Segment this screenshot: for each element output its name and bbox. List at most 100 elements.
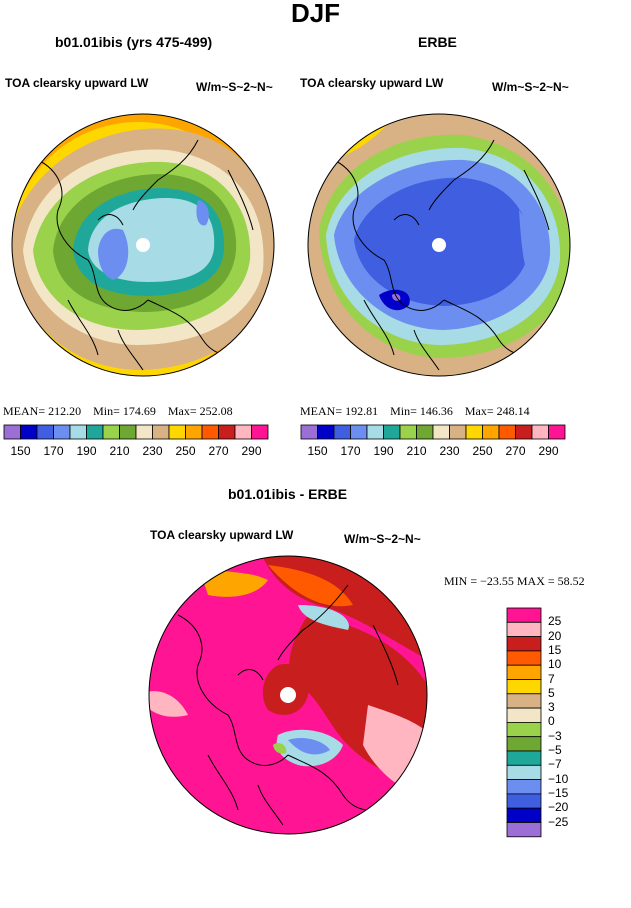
diff-field-label: TOA clearsky upward LW: [150, 528, 294, 542]
panel1-colorbar-tick-label: 210: [109, 444, 130, 458]
map3-band-neg15: [288, 738, 330, 755]
panel2-colorbar-ticks: 150 170 190 210 230 250 270 290: [301, 444, 571, 460]
panel1-field-label: TOA clearsky upward LW: [5, 76, 149, 90]
panel1-max: 252.08: [199, 404, 233, 418]
panel2-max: 248.14: [496, 404, 530, 418]
diff-colorbar-swatch: [506, 736, 542, 752]
diff-polar-map: [148, 555, 428, 835]
panel2-colorbar-swatch: [515, 424, 533, 440]
panel2-colorbar-swatch: [317, 424, 335, 440]
map3-band-neg3: [273, 742, 287, 754]
diff-colorbar-tick-label: 3: [548, 700, 555, 715]
panel2-colorbar-swatch: [399, 424, 417, 440]
panel1-polar-map: [11, 113, 275, 377]
diff-heading: b01.01ibis - ERBE: [228, 486, 348, 502]
diff-colorbar-swatch: [506, 650, 542, 666]
diff-colorbar-tick-label: −10: [548, 771, 569, 786]
diff-colorbar-swatch: [506, 664, 542, 680]
panel1-colorbar-tick-label: 190: [76, 444, 97, 458]
panel1-colorbar-tick-label: 250: [175, 444, 196, 458]
map1-band-170b: [196, 200, 209, 226]
panel2-min-label: Min=: [390, 404, 417, 418]
panel2-colorbar-swatch: [366, 424, 384, 440]
panel1-colorbar-tick-label: 290: [241, 444, 262, 458]
panel2-colorbar-swatch: [432, 424, 450, 440]
diff-colorbar-tick-label: 5: [548, 685, 555, 700]
diff-colorbar-swatch: [506, 822, 542, 838]
diff-colorbar-swatch: [506, 693, 542, 709]
panel1-colorbar-swatch: [201, 424, 219, 440]
map1-band-170a: [98, 228, 129, 280]
diff-colorbar-swatch: [506, 707, 542, 723]
diff-colorbar-tick-label: 7: [548, 671, 555, 686]
panel2-mean: 192.81: [345, 404, 379, 418]
panel1-colorbar-swatch: [36, 424, 54, 440]
panel2-colorbar-swatch: [383, 424, 401, 440]
panel1-colorbar-tick-label: 170: [43, 444, 64, 458]
diff-colorbar-swatch: [506, 750, 542, 766]
panel1-colorbar-swatch: [20, 424, 38, 440]
panel1-colorbar-tick-label: 230: [142, 444, 163, 458]
panel1-min-label: Min=: [93, 404, 120, 418]
panel1-colorbar-tick-label: 270: [208, 444, 229, 458]
diff-colorbar-tick-label: 15: [548, 642, 562, 657]
panel1-mean-label: MEAN=: [3, 404, 46, 418]
diff-colorbar-swatch: [506, 807, 542, 823]
map1-coastlines: [37, 139, 254, 371]
panel2-stats: MEAN= 192.81 Min= 146.36 Max= 248.14: [300, 404, 530, 419]
panel2-units: W/m~S~2~N~: [492, 80, 569, 94]
diff-stats: MIN = −23.55 MAX = 58.52: [444, 574, 585, 588]
panel2-field-label: TOA clearsky upward LW: [300, 76, 444, 90]
panel2-colorbar-swatch: [465, 424, 483, 440]
panel1-colorbar-swatch: [119, 424, 137, 440]
map3-band-neg10-n: [298, 605, 349, 630]
panel1-max-label: Max=: [167, 404, 197, 418]
panel2-polar-map: [307, 113, 571, 377]
diff-colorbar-swatch: [506, 764, 542, 781]
map3-band-15-sw: [149, 795, 169, 834]
diff-colorbar-ticks: 25 20 15 10 7 5 3 0 −3 −5 −7 −10 −15 −20 −25: [548, 608, 608, 838]
map2-coastlines: [333, 139, 550, 371]
panel2-colorbar-tick-label: 210: [406, 444, 427, 458]
panel1-colorbar: [3, 424, 269, 440]
panel2-mean-label: MEAN=: [300, 404, 343, 418]
map3-band-10: [268, 565, 353, 607]
panel2-colorbar-swatch: [416, 424, 434, 440]
panel2-colorbar-swatch: [482, 424, 500, 440]
diff-colorbar-tick-label: −5: [548, 743, 562, 757]
panel2-colorbar-tick-label: 230: [439, 444, 460, 458]
panel1-heading: b01.01ibis (yrs 475-499): [55, 34, 213, 50]
panel1-colorbar-swatch: [135, 424, 153, 440]
diff-colorbar-tick-label: −3: [548, 728, 562, 743]
diff-colorbar-tick-label: −25: [548, 814, 569, 829]
panel1-colorbar-swatch: [53, 424, 71, 440]
panel2-colorbar-swatch: [498, 424, 516, 440]
panel2-colorbar-swatch: [333, 424, 351, 440]
panel1-colorbar-swatch: [86, 424, 104, 440]
panel2-colorbar-tick-label: 170: [340, 444, 361, 458]
diff-colorbar-swatch: [506, 679, 542, 695]
diff-colorbar-tick-label: −20: [548, 800, 569, 815]
diff-colorbar-swatch: [506, 793, 542, 809]
diff-colorbar-swatch: [506, 636, 542, 652]
diff-units: W/m~S~2~N~: [344, 532, 421, 546]
diff-colorbar-tick-label: 25: [548, 614, 562, 629]
map2-pole: [432, 238, 446, 252]
map3-pole: [280, 687, 296, 703]
panel1-colorbar-swatch: [185, 424, 203, 440]
diff-colorbar-tick-label: 20: [548, 628, 562, 643]
panel1-colorbar-swatch: [69, 424, 87, 440]
panel2-colorbar: [300, 424, 566, 440]
panel1-colorbar-swatch: [168, 424, 186, 440]
panel1-units: W/m~S~2~N~: [196, 80, 273, 94]
diff-colorbar-swatch: [506, 607, 542, 623]
panel1-stats: MEAN= 212.20 Min= 174.69 Max= 252.08: [3, 404, 233, 419]
panel1-colorbar-swatch: [251, 424, 269, 440]
diff-colorbar-tick-label: 0: [548, 714, 555, 729]
panel2-colorbar-swatch: [548, 424, 566, 440]
panel2-colorbar-tick-label: 150: [307, 444, 328, 458]
panel1-min: 174.69: [122, 404, 156, 418]
diff-colorbar-swatch: [506, 722, 542, 738]
panel1-colorbar-swatch: [218, 424, 236, 440]
diff-colorbar-swatch: [506, 779, 542, 795]
